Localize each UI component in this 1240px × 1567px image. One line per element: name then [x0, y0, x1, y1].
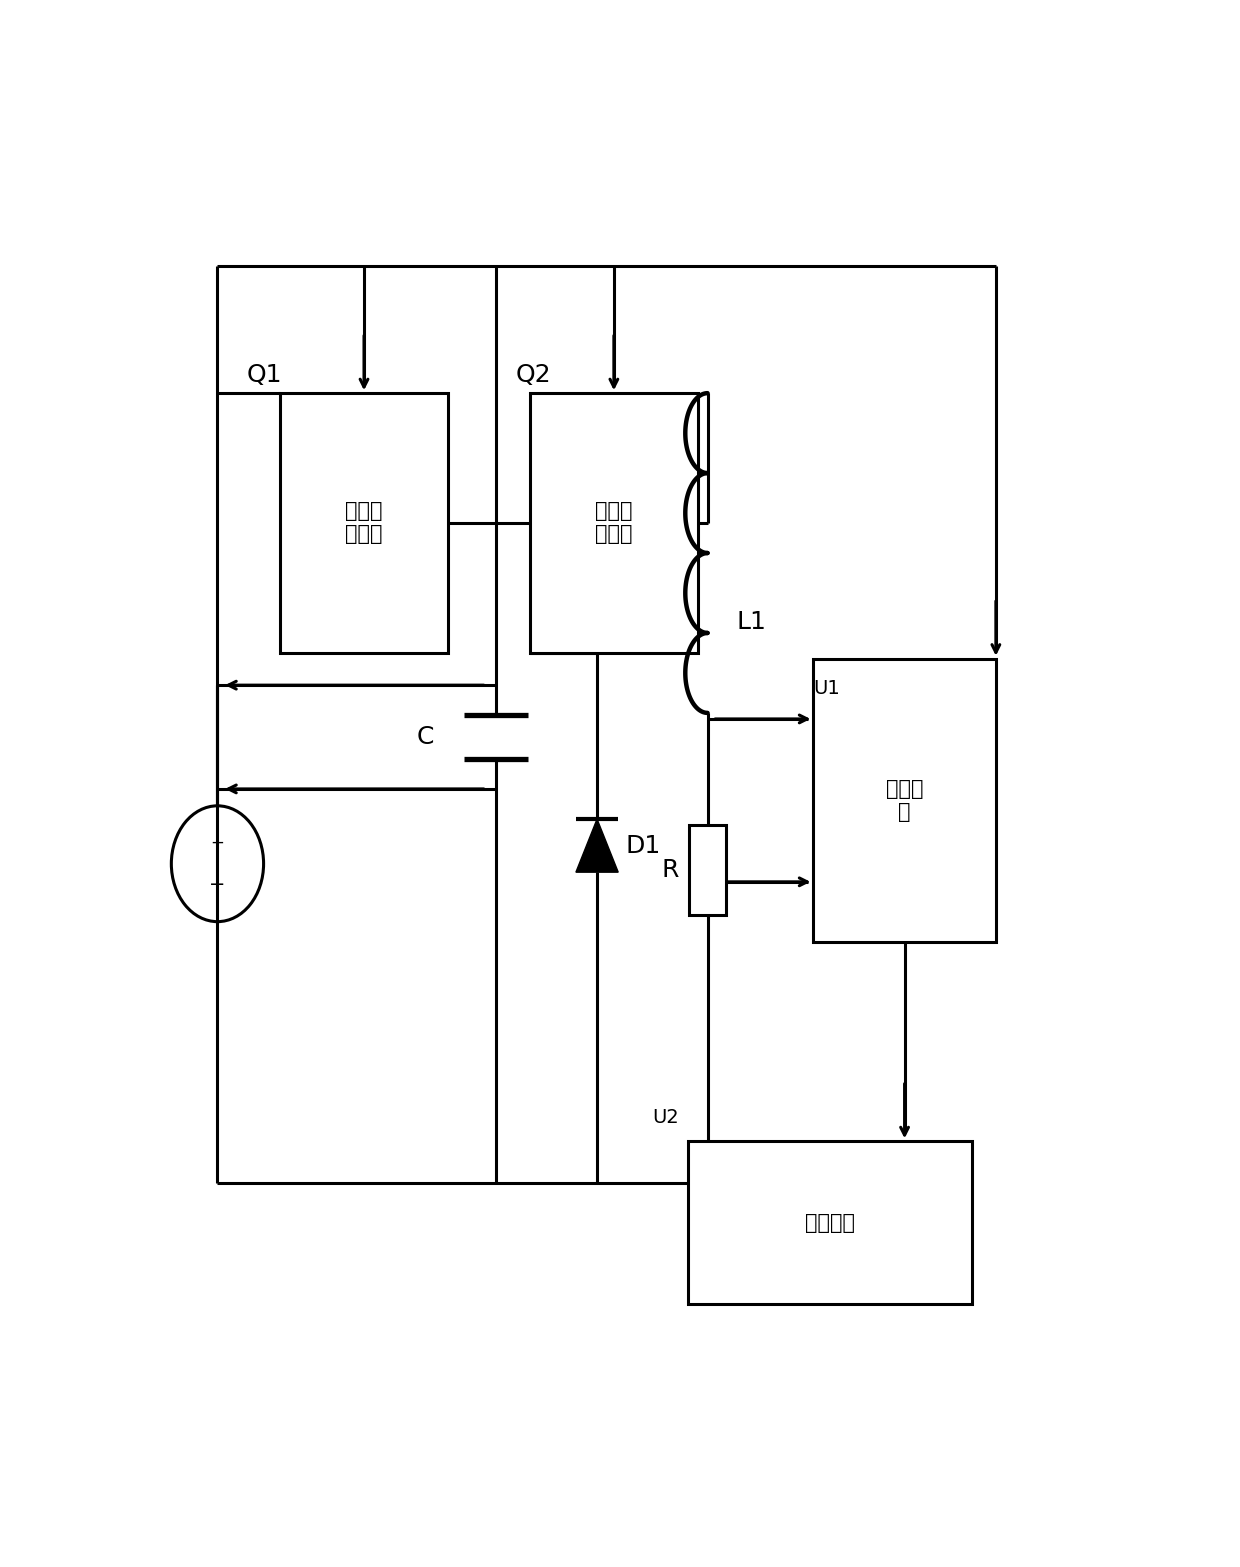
Text: L1: L1 — [737, 611, 766, 635]
Text: Q2: Q2 — [516, 364, 551, 387]
Text: Q1: Q1 — [247, 364, 281, 387]
Text: +: + — [211, 834, 224, 852]
Bar — [689, 824, 725, 915]
Bar — [813, 658, 996, 942]
Text: 第一开
关电路: 第一开 关电路 — [345, 501, 383, 544]
Text: U2: U2 — [652, 1108, 678, 1127]
Text: R: R — [661, 857, 678, 882]
Text: 第二开
关电路: 第二开 关电路 — [595, 501, 632, 544]
Text: U1: U1 — [813, 679, 839, 699]
Text: C: C — [417, 726, 434, 749]
Bar — [529, 393, 698, 652]
Text: D1: D1 — [626, 834, 661, 857]
Text: 显示电路: 显示电路 — [805, 1213, 856, 1233]
Polygon shape — [575, 820, 619, 873]
Text: 控制电
路: 控制电 路 — [885, 779, 924, 823]
Text: −: − — [210, 874, 226, 893]
Bar — [688, 1141, 972, 1304]
Bar — [280, 393, 448, 652]
